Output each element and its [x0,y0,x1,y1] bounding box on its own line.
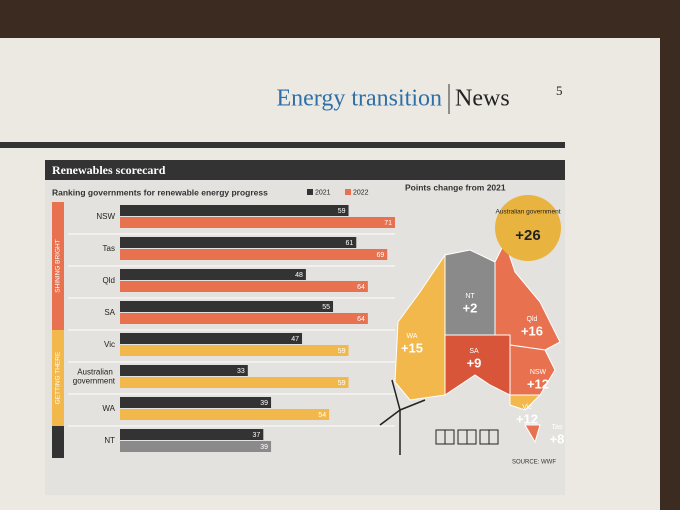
map-bubble [495,195,561,261]
value-label: 39 [260,400,268,407]
value-label: 59 [338,208,346,215]
region-name: SA [469,348,479,355]
region-change: +26 [515,227,540,244]
map-region [444,334,511,396]
region-change: +12 [516,411,538,426]
category-label: Tas [103,244,115,253]
map-region [509,394,542,411]
bar [120,441,272,452]
category-label: NSW [96,212,115,221]
category-label: Qld [103,276,115,285]
value-label: 64 [357,284,365,291]
category-label: Australian government [73,368,116,386]
section-title: Energy transition [276,86,442,112]
region-change: +16 [521,323,543,338]
bar [120,269,306,280]
group-label: GETTING THERE [55,351,62,404]
legend-swatch [345,189,351,195]
region-name: Australian government [495,209,560,216]
group-strip [52,202,64,330]
region-change: +2 [463,300,478,315]
section-label: News [455,86,510,112]
value-label: 71 [384,220,392,227]
bar [120,217,395,228]
group-label: SHINING BRIGHT [55,239,62,292]
chart-subtitle: Ranking governments for renewable energy… [52,187,268,197]
map-region [524,424,541,444]
value-label: 69 [376,252,384,259]
value-label: 59 [338,348,346,355]
bar [120,249,388,260]
group-strip [52,330,64,426]
bar [120,237,357,248]
value-label: 59 [338,380,346,387]
solar-panels [435,429,499,445]
value-label: 61 [345,240,353,247]
group-strip [52,426,64,458]
title-bar [45,160,565,180]
chart-title: Renewables scorecard [52,163,166,177]
bar [120,333,303,344]
category-label: WA [102,404,115,413]
bar [120,301,334,312]
region-name: NT [465,293,475,300]
value-label: 64 [357,316,365,323]
region-name: Tas [552,424,563,431]
bar [120,429,264,440]
region-change: +8 [550,431,565,446]
bar [120,377,349,388]
value-label: 55 [322,304,330,311]
bar [120,313,368,324]
map-region [509,344,556,396]
wind-turbine [379,379,426,455]
region-name: NSW [530,369,547,376]
legend-swatch [307,189,313,195]
region-name: Qld [527,316,538,323]
value-label: 47 [291,336,299,343]
bar [120,205,349,216]
category-label: NT [104,436,115,445]
rule [0,142,565,148]
legend-label: 2022 [353,189,369,196]
category-label: Vic [104,340,115,349]
value-label: 54 [318,412,326,419]
value-label: 33 [237,368,245,375]
value-label: 48 [295,272,303,279]
bar [120,345,349,356]
value-label: 39 [260,444,268,451]
bar [120,281,368,292]
region-name: Vic [522,404,532,411]
bar [120,409,330,420]
source: SOURCE: WWF [512,460,556,466]
map-title: Points change from 2021 [405,182,506,192]
bar [120,397,272,408]
bar [120,365,248,376]
page-number: 5 [556,83,563,98]
category-label: SA [104,308,115,317]
region-name: WA [406,333,417,340]
region-change: +12 [527,376,549,391]
region-change: +9 [467,355,482,370]
value-label: 37 [253,432,261,439]
legend-label: 2021 [315,189,331,196]
region-change: +15 [401,340,423,355]
